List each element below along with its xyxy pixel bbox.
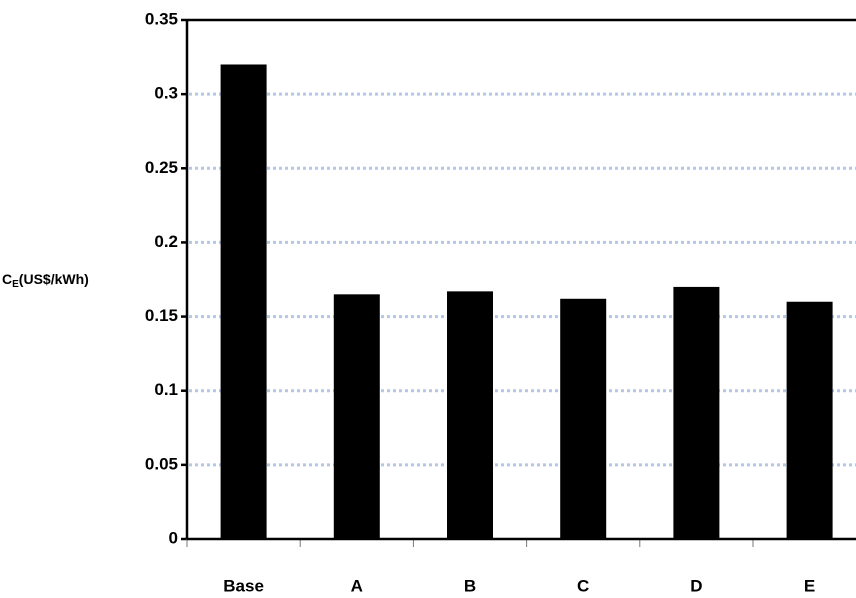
y-tick-label: 0 [169, 528, 178, 547]
y-tick-label: 0.15 [145, 306, 178, 325]
y-label-sub: E [12, 279, 19, 290]
bar [220, 64, 267, 539]
x-tick-label: E [804, 576, 815, 595]
y-tick-label: 0.3 [154, 84, 178, 103]
bar [447, 291, 493, 539]
bar [333, 294, 380, 539]
x-tick-label: D [690, 576, 702, 595]
x-tick-label: C [577, 576, 589, 595]
bar [673, 286, 720, 539]
bar [786, 301, 833, 539]
x-tick-label: Base [223, 576, 264, 595]
y-tick-label: 0.25 [145, 158, 178, 177]
bar [560, 298, 607, 539]
y-label-unit: (US$/kWh) [19, 271, 89, 287]
y-tick-label: 0.2 [154, 232, 178, 251]
x-tick-label: A [351, 576, 363, 595]
y-tick-label: 0.35 [145, 9, 178, 28]
y-tick-label: 0.05 [145, 454, 178, 473]
x-tick-label: B [464, 576, 476, 595]
y-tick-label: 0.1 [154, 380, 178, 399]
y-axis-label: CE(US$/kWh) [2, 271, 89, 290]
y-label-main: C [2, 271, 12, 287]
